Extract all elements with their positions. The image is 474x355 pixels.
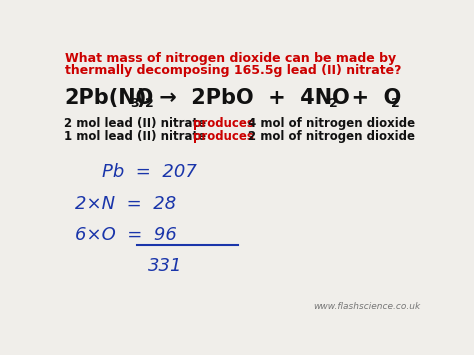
Text: produces: produces [192, 117, 254, 130]
Text: 331: 331 [148, 257, 183, 275]
Text: 2: 2 [145, 97, 153, 110]
Text: ): ) [137, 88, 146, 108]
Text: 4 mol of nitrogen dioxide: 4 mol of nitrogen dioxide [247, 117, 415, 130]
Text: 2×N  =  28: 2×N = 28 [75, 195, 176, 213]
Text: +  O: + O [337, 88, 401, 108]
Text: produces: produces [192, 130, 254, 143]
Text: 1 mol lead (II) nitrate: 1 mol lead (II) nitrate [64, 130, 206, 143]
Text: 2Pb(NO: 2Pb(NO [64, 88, 153, 108]
Text: 2: 2 [329, 97, 337, 110]
Text: →  2PbO  +  4NO: → 2PbO + 4NO [152, 88, 350, 108]
Text: 6×O  =  96: 6×O = 96 [75, 226, 177, 244]
Text: 2 mol lead (II) nitrate: 2 mol lead (II) nitrate [64, 117, 206, 130]
Text: Pb  =  207: Pb = 207 [102, 163, 197, 181]
Text: www.flashscience.co.uk: www.flashscience.co.uk [313, 301, 420, 311]
Text: 3: 3 [130, 97, 138, 110]
Text: thermally decomposing 165.5g lead (II) nitrate?: thermally decomposing 165.5g lead (II) n… [65, 64, 402, 77]
Text: What mass of nitrogen dioxide can be made by: What mass of nitrogen dioxide can be mad… [65, 52, 397, 65]
Text: 2: 2 [391, 97, 400, 110]
Text: 2 mol of nitrogen dioxide: 2 mol of nitrogen dioxide [247, 130, 415, 143]
